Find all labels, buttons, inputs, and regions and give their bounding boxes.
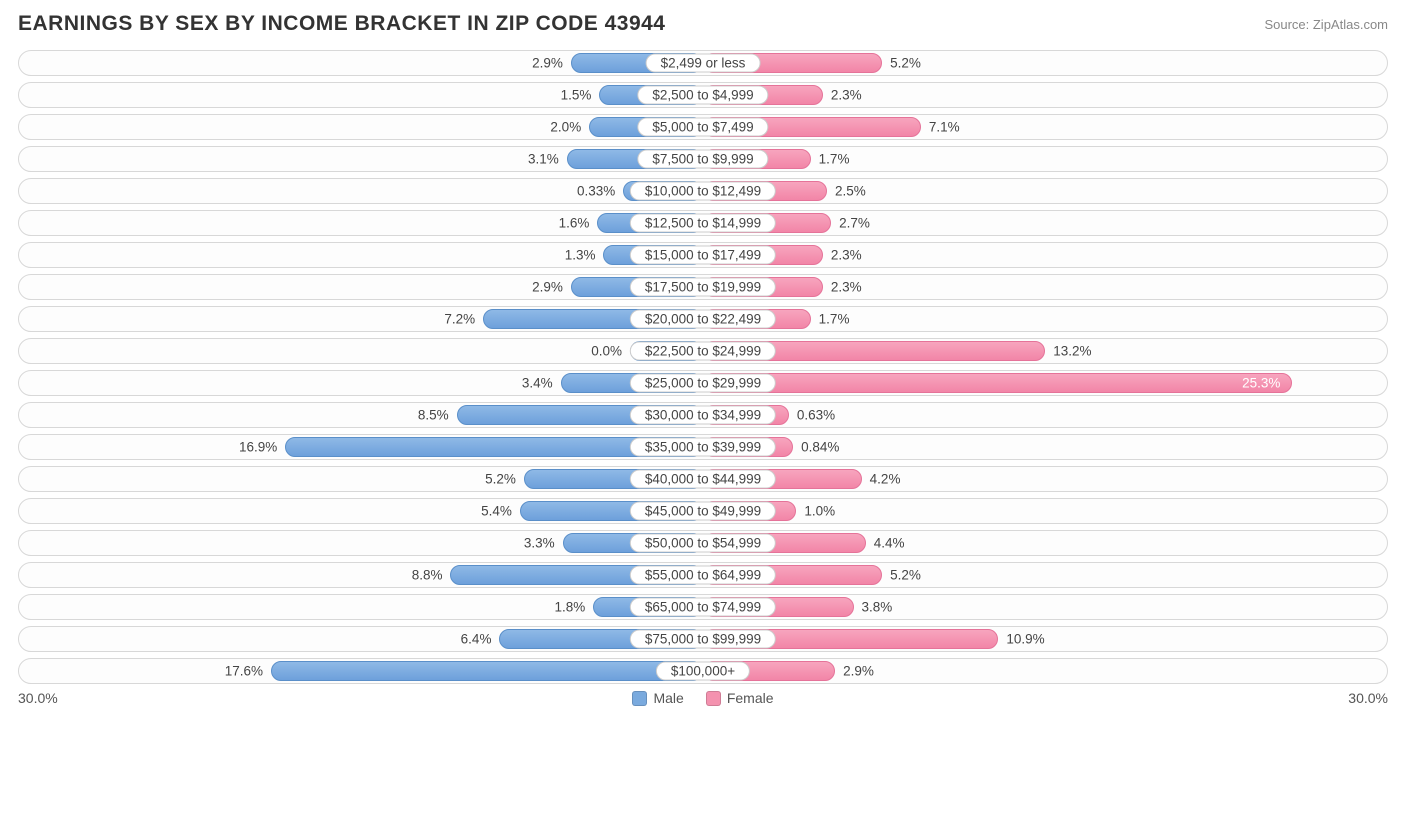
bracket-label: $35,000 to $39,999	[630, 438, 776, 457]
female-pct-label: 1.7%	[819, 152, 850, 167]
female-pct-label: 2.3%	[831, 88, 862, 103]
bracket-label: $65,000 to $74,999	[630, 598, 776, 617]
female-pct-label: 4.2%	[870, 472, 901, 487]
female-pct-label: 13.2%	[1053, 344, 1091, 359]
bracket-label: $45,000 to $49,999	[630, 502, 776, 521]
male-pct-label: 3.3%	[524, 536, 555, 551]
female-pct-label: 2.3%	[831, 248, 862, 263]
chart-source: Source: ZipAtlas.com	[1264, 17, 1388, 32]
legend-female: Female	[706, 690, 774, 706]
legend-male: Male	[632, 690, 683, 706]
female-pct-label: 4.4%	[874, 536, 905, 551]
male-pct-label: 2.9%	[532, 56, 563, 71]
male-pct-label: 8.8%	[412, 568, 443, 583]
chart-row: 3.3% 4.4% $50,000 to $54,999	[18, 530, 1388, 556]
chart-row: 6.4% 10.9% $75,000 to $99,999	[18, 626, 1388, 652]
chart-header: EARNINGS BY SEX BY INCOME BRACKET IN ZIP…	[18, 12, 1388, 36]
chart-row: 1.3% 2.3% $15,000 to $17,499	[18, 242, 1388, 268]
male-pct-label: 1.5%	[561, 88, 592, 103]
male-bar	[271, 661, 703, 681]
bracket-label: $40,000 to $44,999	[630, 470, 776, 489]
bracket-label: $20,000 to $22,499	[630, 310, 776, 329]
chart-row: 5.4% 1.0% $45,000 to $49,999	[18, 498, 1388, 524]
female-pct-label: 2.9%	[843, 664, 874, 679]
bracket-label: $10,000 to $12,499	[630, 182, 776, 201]
chart-row: 7.2% 1.7% $20,000 to $22,499	[18, 306, 1388, 332]
chart-row: 2.9% 5.2% $2,499 or less	[18, 50, 1388, 76]
axis-right-max: 30.0%	[1348, 690, 1388, 706]
bracket-label: $7,500 to $9,999	[637, 150, 768, 169]
female-pct-label: 3.8%	[862, 600, 893, 615]
male-pct-label: 1.6%	[559, 216, 590, 231]
bracket-label: $30,000 to $34,999	[630, 406, 776, 425]
female-pct-label: 1.7%	[819, 312, 850, 327]
female-pct-label: 0.84%	[801, 440, 839, 455]
bracket-label: $15,000 to $17,499	[630, 246, 776, 265]
chart-row: 2.0% 7.1% $5,000 to $7,499	[18, 114, 1388, 140]
female-pct-label: 5.2%	[890, 568, 921, 583]
male-pct-label: 2.9%	[532, 280, 563, 295]
chart-row: 16.9% 0.84% $35,000 to $39,999	[18, 434, 1388, 460]
male-pct-label: 0.33%	[577, 184, 615, 199]
bracket-label: $22,500 to $24,999	[630, 342, 776, 361]
legend-male-label: Male	[653, 690, 683, 706]
chart-row: 0.33% 2.5% $10,000 to $12,499	[18, 178, 1388, 204]
bracket-label: $2,499 or less	[646, 54, 761, 73]
legend-female-label: Female	[727, 690, 774, 706]
bracket-label: $50,000 to $54,999	[630, 534, 776, 553]
bracket-label: $2,500 to $4,999	[637, 86, 768, 105]
male-pct-label: 3.4%	[522, 376, 553, 391]
bracket-label: $17,500 to $19,999	[630, 278, 776, 297]
chart-title: EARNINGS BY SEX BY INCOME BRACKET IN ZIP…	[18, 12, 665, 36]
female-pct-label: 2.3%	[831, 280, 862, 295]
chart-row: 1.5% 2.3% $2,500 to $4,999	[18, 82, 1388, 108]
axis-left-max: 30.0%	[18, 690, 58, 706]
male-pct-label: 0.0%	[591, 344, 622, 359]
bracket-label: $12,500 to $14,999	[630, 214, 776, 233]
chart-row: 5.2% 4.2% $40,000 to $44,999	[18, 466, 1388, 492]
male-pct-label: 5.4%	[481, 504, 512, 519]
chart-row: 1.6% 2.7% $12,500 to $14,999	[18, 210, 1388, 236]
swatch-female	[706, 691, 721, 706]
legend: Male Female	[632, 690, 773, 706]
chart-row: 8.8% 5.2% $55,000 to $64,999	[18, 562, 1388, 588]
male-pct-label: 1.8%	[555, 600, 586, 615]
male-pct-label: 5.2%	[485, 472, 516, 487]
bracket-label: $75,000 to $99,999	[630, 630, 776, 649]
chart-row: 2.9% 2.3% $17,500 to $19,999	[18, 274, 1388, 300]
male-pct-label: 1.3%	[565, 248, 596, 263]
bracket-label: $55,000 to $64,999	[630, 566, 776, 585]
female-bar	[703, 373, 1292, 393]
diverging-bar-chart: 2.9% 5.2% $2,499 or less 1.5% 2.3% $2,500 to …	[18, 50, 1388, 684]
swatch-male	[632, 691, 647, 706]
male-pct-label: 2.0%	[550, 120, 581, 135]
female-pct-label: 0.63%	[797, 408, 835, 423]
bracket-label: $25,000 to $29,999	[630, 374, 776, 393]
female-pct-label: 1.0%	[804, 504, 835, 519]
bracket-label: $100,000+	[656, 662, 750, 681]
male-pct-label: 17.6%	[225, 664, 263, 679]
chart-row: 3.1% 1.7% $7,500 to $9,999	[18, 146, 1388, 172]
female-pct-label: 2.7%	[839, 216, 870, 231]
male-pct-label: 3.1%	[528, 152, 559, 167]
chart-row: 0.0% 13.2% $22,500 to $24,999	[18, 338, 1388, 364]
female-pct-label: 5.2%	[890, 56, 921, 71]
chart-row: 17.6% 2.9% $100,000+	[18, 658, 1388, 684]
chart-row: 1.8% 3.8% $65,000 to $74,999	[18, 594, 1388, 620]
male-pct-label: 16.9%	[239, 440, 277, 455]
male-pct-label: 7.2%	[444, 312, 475, 327]
female-pct-label: 10.9%	[1006, 632, 1044, 647]
female-pct-label: 7.1%	[929, 120, 960, 135]
bracket-label: $5,000 to $7,499	[637, 118, 768, 137]
female-pct-label: 2.5%	[835, 184, 866, 199]
female-pct-label: 25.3%	[1242, 376, 1280, 391]
chart-footer: 30.0% Male Female 30.0%	[18, 690, 1388, 706]
chart-row: 8.5% 0.63% $30,000 to $34,999	[18, 402, 1388, 428]
chart-row: 3.4% 25.3% $25,000 to $29,999	[18, 370, 1388, 396]
male-pct-label: 6.4%	[461, 632, 492, 647]
male-pct-label: 8.5%	[418, 408, 449, 423]
